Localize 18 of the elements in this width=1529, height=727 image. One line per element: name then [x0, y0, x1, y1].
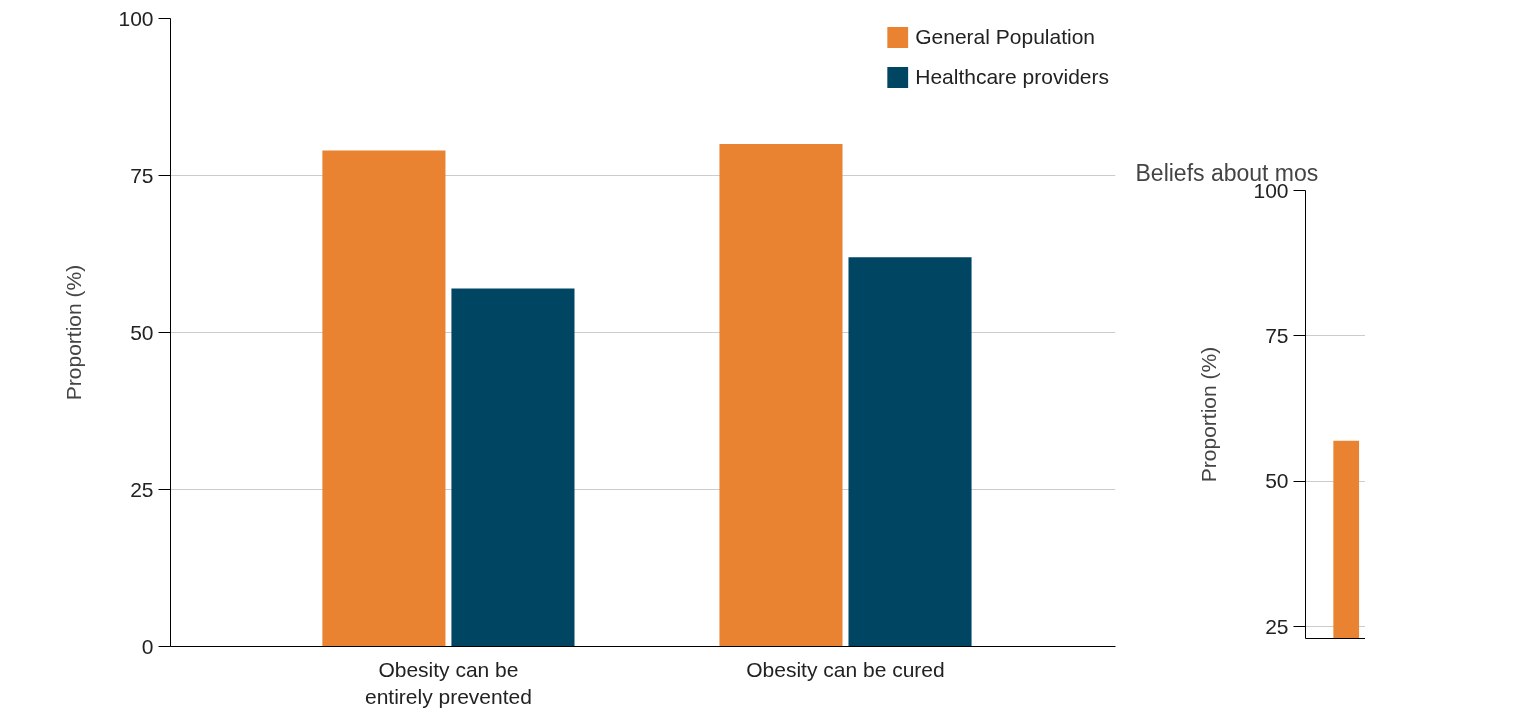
- x-tick-label: Obesity can be cured: [746, 657, 945, 681]
- x-tick-label: Obesity can be entirely prevented: [364, 657, 532, 709]
- legend-label: General Population: [915, 25, 1096, 49]
- y-tick-label: 50: [130, 320, 154, 344]
- y-tick-label: 75: [130, 163, 154, 187]
- legend-label: Healthcare providers: [915, 65, 1109, 89]
- y-axis-title: Proportion (%): [62, 264, 86, 401]
- y-tick-label: 0: [141, 634, 154, 658]
- y-tick-label: 75: [1265, 323, 1289, 347]
- y-tick-label: 100: [118, 6, 154, 30]
- bar: [322, 150, 446, 647]
- y-axis-title: Proportion (%): [1197, 346, 1221, 483]
- bar: [848, 257, 972, 647]
- bar: [719, 144, 843, 647]
- y-tick-label: 50: [1265, 469, 1289, 493]
- bar: [451, 288, 575, 647]
- y-tick-label: 25: [130, 477, 154, 501]
- y-tick-label: 25: [1265, 614, 1289, 638]
